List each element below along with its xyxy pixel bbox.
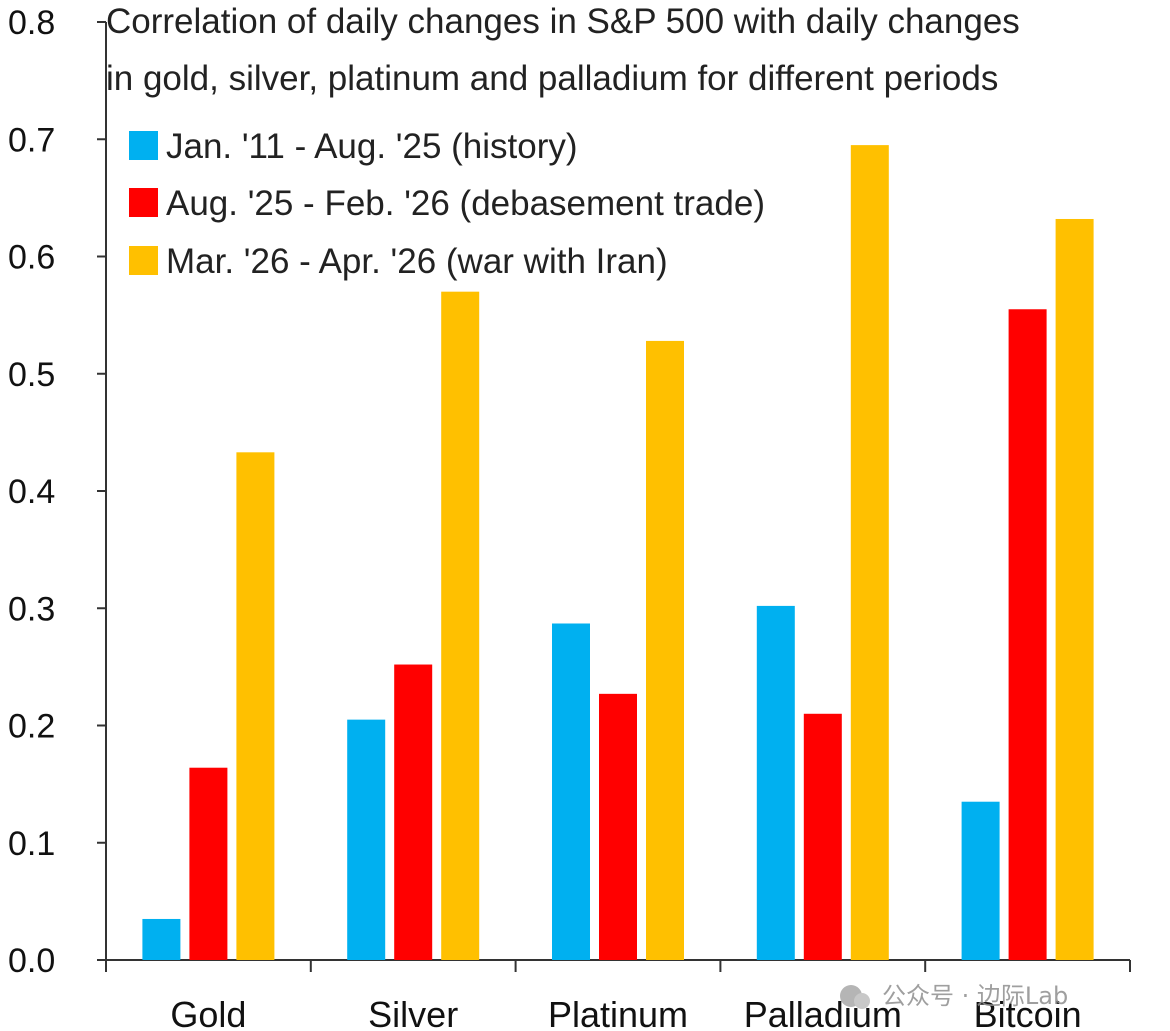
bar-gold-series-1: [189, 767, 228, 960]
legend-label-history: Jan. '11 - Aug. '25 (history): [166, 127, 578, 166]
bar-palladium-series-0: [756, 605, 795, 960]
chart-title-line-2: in gold, silver, platinum and palladium …: [106, 59, 998, 98]
x-tick-label-palladium: Palladium: [744, 994, 902, 1031]
y-tick-label: 0.4: [8, 473, 55, 511]
y-tick-label: 0.0: [8, 942, 55, 980]
bar-silver-series-2: [441, 291, 480, 960]
bar-bitcoin-series-1: [1008, 309, 1047, 960]
x-tick-label-bitcoin: Bitcoin: [974, 994, 1082, 1031]
bars: [142, 145, 1094, 961]
bar-platinum-series-0: [552, 623, 590, 960]
chart-title-line-1: Correlation of daily changes in S&P 500 …: [106, 2, 1020, 41]
bar-gold-series-0: [142, 918, 181, 960]
bar-bitcoin-series-2: [1055, 218, 1094, 961]
y-tick-label: 0.6: [8, 239, 55, 277]
bar-gold-series-2: [236, 452, 275, 960]
bar-palladium-series-2: [850, 145, 889, 961]
bar-silver-series-1: [394, 664, 433, 960]
y-tick-label: 0.1: [8, 825, 55, 863]
bar-bitcoin-series-0: [961, 801, 1000, 960]
bar-platinum-series-1: [599, 693, 637, 960]
y-tick-label: 0.5: [8, 356, 55, 394]
legend-label-war: Mar. '26 - Apr. '26 (war with Iran): [166, 242, 668, 281]
y-tick-label: 0.8: [8, 4, 55, 42]
legend-swatch-debasement: [129, 188, 158, 217]
legend-label-debasement: Aug. '25 - Feb. '26 (debasement trade): [166, 184, 765, 223]
y-tick-label: 0.3: [8, 590, 55, 628]
y-tick-label: 0.7: [8, 121, 55, 159]
y-axis-ticks: 0.0 0.1 0.2 0.3 0.4 0.5 0.6 0.7 0.8: [8, 4, 106, 980]
y-tick-label: 0.2: [8, 708, 55, 746]
watermark: 公众号 · 边际Lab: [840, 982, 1068, 1010]
x-tick-label-gold: Gold: [170, 994, 246, 1031]
legend-swatch-history: [129, 131, 158, 160]
wechat-icon-bubble: [854, 993, 870, 1009]
legend: Jan. '11 - Aug. '25 (history) Aug. '25 -…: [129, 127, 765, 281]
legend-swatch-war: [129, 246, 158, 275]
bar-platinum-series-2: [646, 340, 684, 960]
x-axis-ticks: Gold Silver Platinum Palladium Bitcoin: [105, 960, 1131, 1031]
x-tick-label-silver: Silver: [368, 994, 458, 1031]
bar-silver-series-0: [347, 719, 386, 960]
watermark-text: 公众号 · 边际Lab: [882, 982, 1068, 1010]
x-tick-label-platinum: Platinum: [548, 994, 688, 1031]
bar-palladium-series-1: [803, 713, 842, 960]
